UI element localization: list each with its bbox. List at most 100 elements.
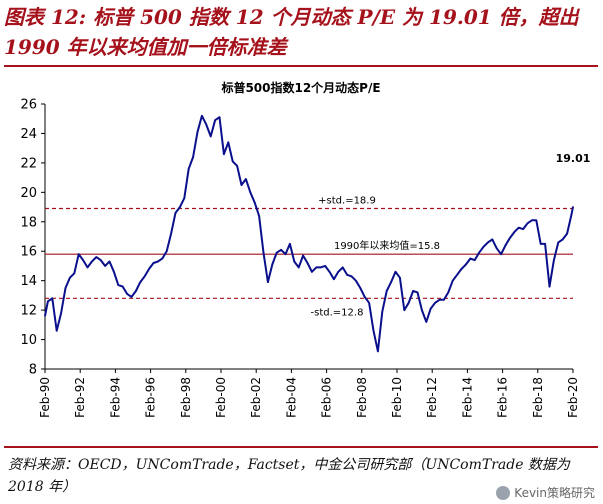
ref-label-minus-std: -std.=12.8 — [311, 307, 364, 318]
pe-data-point — [315, 266, 318, 269]
pe-data-point — [482, 246, 485, 248]
pe-data-point — [47, 300, 49, 303]
pe-data-point — [187, 168, 190, 170]
y-tick-label: 24 — [20, 127, 37, 142]
pe-data-point — [522, 228, 524, 230]
x-tick-label: Feb-02 — [249, 377, 263, 418]
watermark-text: Kevin策略研究 — [514, 486, 595, 500]
pe-data-point — [64, 287, 67, 289]
pe-data-point — [306, 262, 309, 264]
pe-data-point — [86, 266, 89, 269]
pe-data-point — [143, 275, 146, 278]
pe-data-point — [174, 212, 177, 214]
pe-data-point — [403, 309, 406, 311]
pe-data-point — [249, 191, 252, 194]
pe-data-point — [253, 201, 256, 204]
pe-data-point — [553, 259, 555, 261]
y-tick-label: 18 — [20, 215, 37, 230]
pe-data-point — [55, 329, 58, 332]
y-tick-label: 8 — [29, 363, 37, 378]
pe-data-point — [324, 265, 326, 267]
figure-title: 图表 12: 标普 500 指数 12 个月动态 P/E 为 19.01 倍，超… — [4, 5, 579, 59]
pe-data-point — [130, 296, 133, 298]
pe-data-point — [333, 278, 335, 281]
pe-data-point — [363, 296, 366, 298]
pe-data-point — [179, 206, 181, 208]
pe-data-point — [311, 271, 313, 273]
pe-data-point — [280, 249, 282, 251]
watermark: Kevin策略研究 — [496, 484, 595, 501]
x-tick-label: Feb-12 — [425, 377, 439, 418]
pe-data-point — [572, 206, 574, 208]
ref-label-mean: 1990年以来均值=15.8 — [334, 239, 440, 252]
chart-title: 标普500指数12个月动态P/E — [220, 80, 380, 95]
pe-data-point — [240, 184, 243, 186]
pe-data-point — [447, 291, 450, 294]
pe-data-point — [262, 251, 265, 254]
pe-data-point — [165, 250, 168, 252]
source-note: 资料来源：OECD，UNComTrade，Factset，中金公司研究部（UNC… — [8, 457, 570, 495]
pe-data-point — [531, 219, 533, 222]
pe-data-point — [346, 274, 348, 276]
pe-data-point — [381, 310, 384, 313]
y-tick-label: 14 — [20, 274, 37, 289]
pe-data-point — [267, 281, 269, 283]
pe-data-point — [350, 275, 353, 278]
pe-data-point — [302, 254, 304, 257]
pe-data-point — [236, 165, 238, 167]
pe-data-point — [319, 266, 322, 269]
pe-data-point — [104, 265, 106, 267]
pe-data-point — [192, 156, 194, 158]
pe-data-point — [121, 285, 124, 288]
pe-data-point — [135, 290, 137, 292]
pe-data-point — [478, 251, 480, 254]
pe-data-point — [196, 131, 199, 133]
pe-data-point — [473, 259, 476, 261]
pe-data-point — [73, 272, 76, 275]
x-tick-label: Feb-00 — [214, 377, 228, 418]
last-value-label: 19.01 — [556, 152, 591, 165]
pe-data-point — [544, 243, 546, 245]
pe-data-point — [443, 299, 445, 301]
pe-data-point — [99, 259, 102, 261]
pe-data-point — [227, 141, 230, 144]
pe-data-point — [297, 266, 300, 269]
pe-data-point — [201, 115, 203, 117]
pe-data-point — [284, 253, 287, 255]
pe-data-point — [148, 268, 150, 270]
pe-data-point — [69, 276, 71, 279]
pe-data-point — [82, 259, 84, 261]
pe-data-point — [77, 253, 80, 255]
pe-data-point — [451, 279, 454, 282]
pe-data-point — [245, 178, 247, 180]
pe-data-point — [170, 232, 172, 235]
pe-data-point — [368, 302, 370, 304]
pe-data-point — [359, 287, 362, 289]
pe-data-point — [465, 263, 467, 266]
x-tick-label: Feb-96 — [144, 377, 158, 418]
pe-data-point — [460, 268, 463, 270]
pe-data-point — [183, 197, 186, 199]
pe-data-point — [495, 247, 498, 250]
pe-data-point — [535, 219, 538, 222]
ref-label-plus-std: +std.=18.9 — [318, 196, 376, 207]
y-tick-label: 20 — [20, 186, 37, 201]
pe-data-point — [399, 276, 401, 279]
x-tick-label: Feb-08 — [355, 377, 369, 418]
pe-data-point — [341, 266, 344, 269]
pe-data-point — [517, 226, 520, 229]
pe-data-point — [385, 290, 388, 292]
x-tick-label: Feb-04 — [284, 377, 298, 418]
pe-data-point — [214, 119, 216, 121]
pe-data-point — [429, 307, 432, 310]
pe-data-point — [218, 116, 221, 118]
pe-data-point — [509, 237, 511, 239]
pe-data-point — [161, 257, 164, 260]
pe-data-point — [91, 260, 93, 263]
pe-data-point — [487, 241, 489, 244]
pe-data-point — [293, 260, 296, 263]
pe-data-point — [390, 281, 392, 283]
x-tick-label: Feb-14 — [460, 377, 474, 418]
pe-data-point — [51, 297, 54, 300]
pe-data-point — [60, 312, 62, 314]
